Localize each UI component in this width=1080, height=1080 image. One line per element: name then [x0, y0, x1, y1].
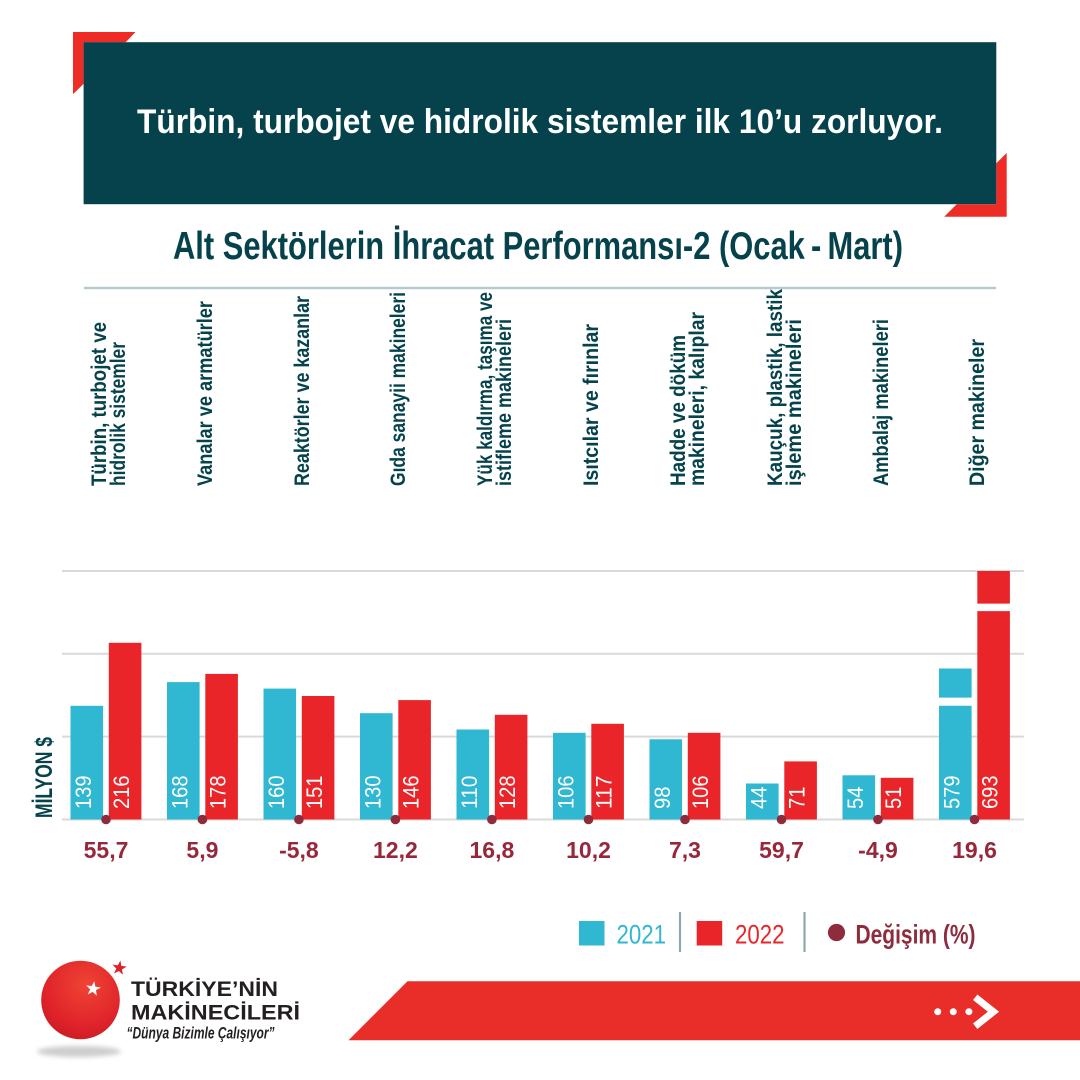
svg-text:12,2: 12,2 [373, 837, 418, 863]
svg-text:Isıtcılar ve fırınlar: Isıtcılar ve fırınlar [580, 324, 603, 486]
svg-text:Vanalar ve armatürler: Vanalar ve armatürler [194, 301, 217, 486]
svg-text:MİLYON $: MİLYON $ [31, 737, 58, 818]
svg-text:160: 160 [264, 776, 289, 810]
svg-text:19,6: 19,6 [952, 837, 997, 863]
svg-text:“Dünya Bizimle Çalışıyor”: “Dünya Bizimle Çalışıyor” [127, 1024, 275, 1043]
svg-text:54: 54 [843, 787, 868, 809]
svg-text:59,7: 59,7 [759, 837, 804, 863]
svg-text:Hadde ve döküm: Hadde ve döküm [667, 335, 690, 486]
svg-text:71: 71 [785, 787, 810, 809]
svg-text:Türbin, turbojet ve hidrolik s: Türbin, turbojet ve hidrolik sistemler i… [137, 103, 943, 141]
svg-text:Yük kaldırma, taşıma ve: Yük kaldırma, taşıma ve [474, 292, 497, 486]
svg-text:5,9: 5,9 [186, 837, 218, 863]
svg-text:Değişim (%): Değişim (%) [856, 920, 976, 950]
svg-text:178: 178 [206, 776, 231, 810]
svg-text:istifleme makineleri: istifleme makineleri [493, 319, 516, 486]
svg-text:51: 51 [881, 787, 906, 809]
svg-text:MAKİNECİLERİ: MAKİNECİLERİ [131, 1001, 300, 1025]
svg-text:Kauçuk, plastik, lastik: Kauçuk, plastik, lastik [764, 289, 787, 486]
svg-text:106: 106 [688, 776, 713, 810]
svg-text:117: 117 [592, 776, 617, 810]
svg-text:Alt Sektörlerin İhracat Perfor: Alt Sektörlerin İhracat Performansı-2 (O… [173, 225, 903, 268]
svg-text:Ambalaj makineleri: Ambalaj makineleri [870, 319, 893, 486]
svg-text:216: 216 [109, 776, 134, 810]
svg-text:44: 44 [746, 787, 771, 809]
svg-text:7,3: 7,3 [669, 837, 701, 863]
svg-text:693: 693 [978, 776, 1003, 810]
svg-text:Reaktörler ve kazanlar: Reaktörler ve kazanlar [291, 296, 314, 486]
svg-text:Türbin, turbojet ve: Türbin, turbojet ve [88, 322, 111, 486]
svg-text:Gıda sanayii makineleri: Gıda sanayii makineleri [387, 292, 410, 486]
svg-text:-5,8: -5,8 [279, 837, 319, 863]
svg-text:hidrolik sistemler: hidrolik sistemler [107, 342, 130, 486]
svg-text:16,8: 16,8 [470, 837, 515, 863]
svg-text:Diğer makineler: Diğer makineler [966, 339, 989, 486]
svg-text:106: 106 [553, 776, 578, 810]
svg-text:146: 146 [399, 776, 424, 810]
svg-text:10,2: 10,2 [566, 837, 611, 863]
svg-text:makineleri, kalıplar: makineleri, kalıplar [686, 312, 709, 486]
svg-text:128: 128 [495, 776, 520, 810]
svg-text:işleme makineleri: işleme makineleri [783, 319, 806, 486]
svg-text:110: 110 [457, 776, 482, 810]
svg-text:2021: 2021 [617, 920, 667, 950]
svg-text:2022: 2022 [735, 920, 785, 950]
svg-text:TÜRKİYE’NİN: TÜRKİYE’NİN [131, 976, 278, 1001]
svg-text:55,7: 55,7 [84, 837, 129, 863]
svg-text:168: 168 [167, 776, 192, 810]
svg-text:130: 130 [360, 776, 385, 810]
svg-text:139: 139 [71, 776, 96, 810]
svg-text:98: 98 [650, 787, 675, 809]
svg-text:-4,9: -4,9 [858, 837, 898, 863]
svg-text:579: 579 [939, 776, 964, 810]
svg-text:151: 151 [302, 776, 327, 810]
